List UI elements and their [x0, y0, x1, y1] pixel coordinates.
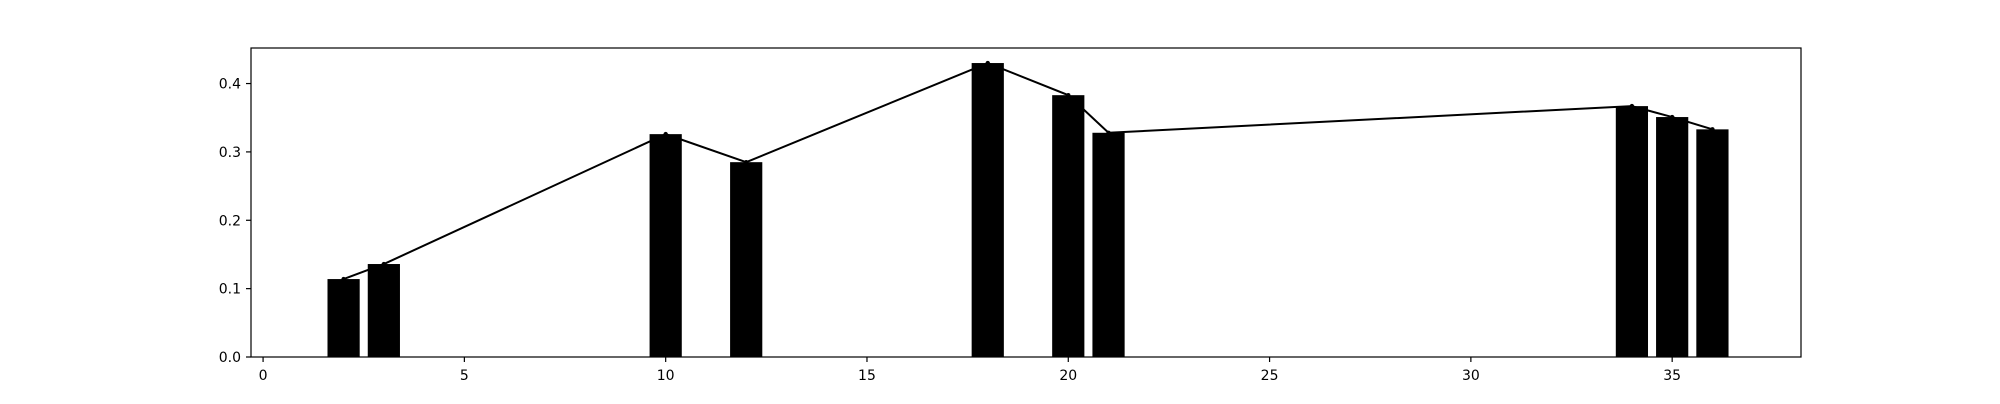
plot-area: 0 5 10 15 20 25 30 35 0.0 0.1 0.2 0.3 0.4 [219, 47, 1802, 384]
x-tick-label-2: 10 [657, 368, 675, 384]
trend-line [343, 61, 1713, 281]
x-tick-label-6: 30 [1462, 368, 1480, 384]
x-tick-label-3: 15 [858, 368, 876, 384]
y-tick-label-2: 0.2 [219, 213, 241, 229]
line-point-2 [341, 276, 346, 282]
bar-18 [971, 63, 1004, 357]
line-point-12 [743, 159, 749, 165]
line-point-20 [1066, 92, 1071, 98]
bar-34 [1615, 106, 1649, 358]
line-point-3 [381, 261, 387, 267]
x-tick-label-7: 35 [1663, 368, 1681, 384]
y-tick-label-4: 0.4 [219, 77, 241, 93]
line-point-36 [1710, 127, 1715, 132]
line-point-21 [1106, 130, 1111, 135]
bar-36 [1696, 129, 1729, 357]
y-tick-label-0: 0.0 [219, 350, 241, 366]
line-point-18 [985, 60, 990, 66]
bar-12 [730, 162, 763, 357]
bar-20 [1052, 95, 1085, 358]
bar-10 [649, 134, 682, 357]
bar-2 [327, 279, 360, 357]
line-point-34 [1629, 103, 1635, 109]
x-tick-label-1: 5 [460, 368, 469, 384]
x-tick-label-4: 20 [1059, 368, 1077, 384]
bar-35 [1656, 117, 1689, 357]
y-tick-label-3: 0.3 [219, 145, 241, 161]
x-tick-label-5: 25 [1261, 368, 1279, 384]
x-tick-label-0: 0 [259, 368, 268, 384]
y-tick-label-1: 0.1 [219, 282, 241, 298]
plot-frame [250, 47, 1802, 358]
line-point-35 [1669, 114, 1675, 120]
line-point-10 [663, 131, 668, 137]
bar-21 [1092, 132, 1125, 357]
bar-3 [367, 264, 400, 357]
